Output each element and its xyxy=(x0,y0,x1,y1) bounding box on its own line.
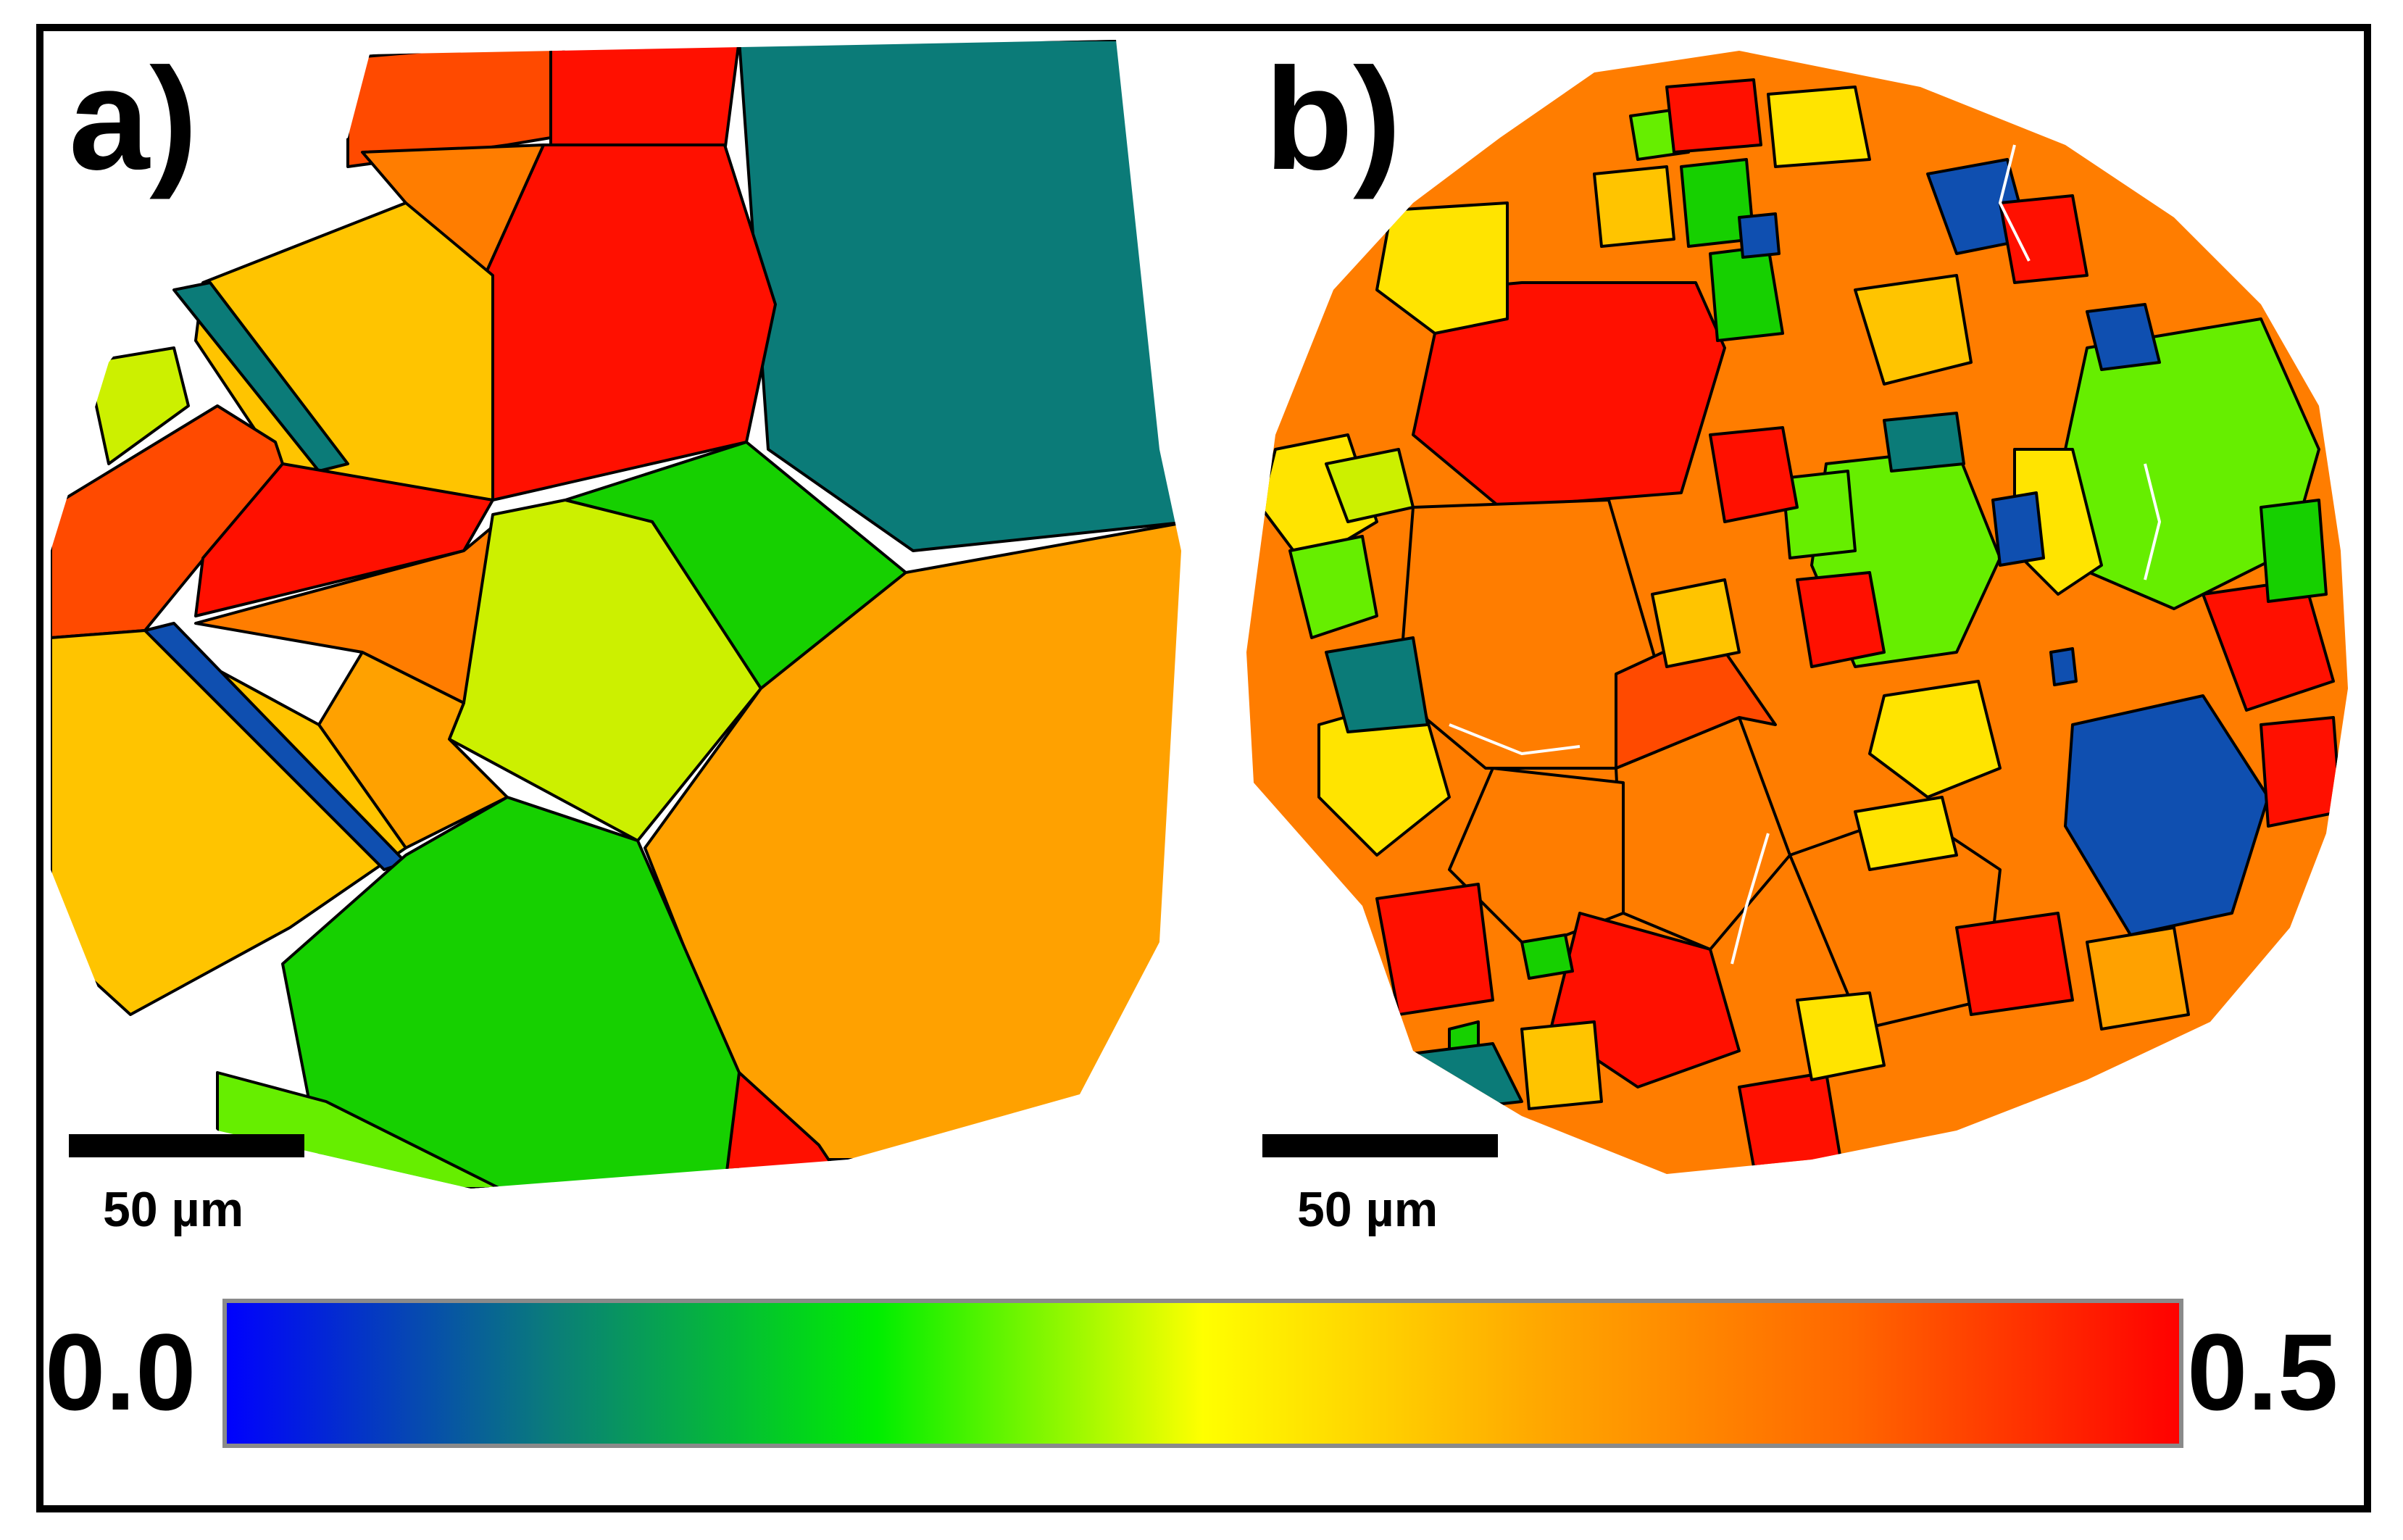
grain xyxy=(194,462,494,617)
grain xyxy=(1955,912,2074,1016)
grain xyxy=(1854,796,1958,871)
scale-bar-b xyxy=(1262,1134,1498,1157)
twin-boundary xyxy=(1731,833,1770,965)
grain xyxy=(1738,212,1781,259)
panel-label-a: a) xyxy=(69,38,198,200)
grain xyxy=(1709,426,1799,523)
twin-boundary xyxy=(1449,723,1581,755)
scale-bar-label-a: 50 µm xyxy=(103,1182,244,1237)
grain xyxy=(1375,883,1494,1016)
figure-border xyxy=(36,24,2371,1512)
grain xyxy=(1767,86,1871,168)
panel-label-b: b) xyxy=(1265,38,1402,200)
grain xyxy=(1651,578,1741,668)
colorbar-min-label: 0.0 xyxy=(45,1311,196,1433)
grain xyxy=(2086,926,2190,1031)
grain xyxy=(86,346,190,465)
grain xyxy=(172,281,349,473)
grain xyxy=(1999,194,2088,284)
grain xyxy=(1325,636,1429,733)
grain xyxy=(1665,78,1762,154)
grain xyxy=(1549,912,1741,1089)
grain xyxy=(1709,245,1784,342)
grain xyxy=(1593,165,1675,248)
grain xyxy=(644,520,1181,1161)
grain xyxy=(1868,680,2002,799)
grain xyxy=(1288,535,1378,639)
grain xyxy=(2049,647,2078,686)
grain xyxy=(738,40,1181,552)
grain xyxy=(1325,448,1415,523)
grain xyxy=(1520,933,1574,980)
panel-b-grain-map xyxy=(1246,51,2348,1174)
grain xyxy=(1412,281,1726,509)
grain xyxy=(1796,571,1886,668)
grain xyxy=(1738,1071,1842,1168)
grain xyxy=(1883,412,1965,473)
grain xyxy=(1375,201,1509,335)
grain xyxy=(1854,274,1973,386)
twin-boundary xyxy=(1999,144,2031,262)
grain xyxy=(2064,694,2270,936)
grain xyxy=(549,40,741,154)
panel-a-grain-map xyxy=(51,40,1181,1189)
scale-bar-label-b: 50 µm xyxy=(1297,1182,1438,1237)
colorbar-max-label: 0.5 xyxy=(2187,1311,2339,1433)
grain-background xyxy=(1246,51,2348,1174)
grain xyxy=(1781,470,1857,559)
grain xyxy=(1991,491,2045,567)
grain xyxy=(1796,991,1886,1081)
grain xyxy=(1520,1020,1603,1110)
colorbar xyxy=(222,1299,2183,1448)
grain xyxy=(2086,303,2161,371)
scale-bar-a xyxy=(69,1134,304,1157)
grain xyxy=(723,1071,849,1189)
grain xyxy=(2260,499,2328,603)
twin-boundary xyxy=(2144,463,2161,580)
grain xyxy=(2260,716,2342,828)
